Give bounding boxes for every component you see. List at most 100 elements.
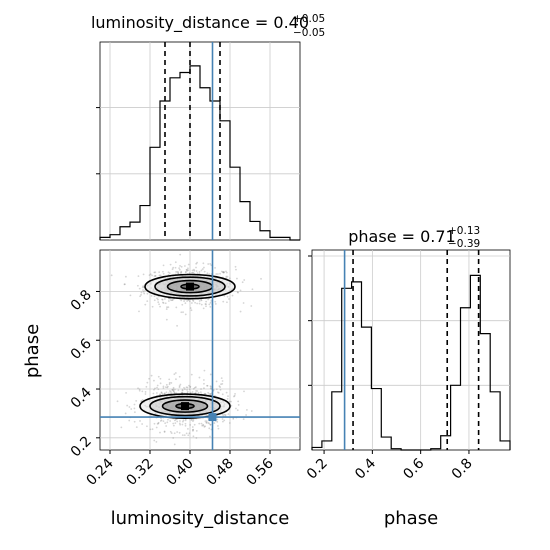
sample-point	[194, 386, 197, 388]
sample-point	[233, 394, 236, 397]
sample-point	[159, 274, 162, 277]
sample-point	[192, 429, 194, 431]
sample-point	[214, 300, 217, 303]
sample-point	[207, 421, 210, 424]
sample-point	[182, 311, 184, 314]
sample-point	[165, 383, 168, 386]
sample-point	[162, 387, 165, 389]
sample-point	[228, 277, 231, 280]
sample-point	[195, 262, 198, 265]
sample-point	[234, 265, 237, 268]
sample-point	[209, 301, 212, 304]
sample-point	[144, 393, 147, 395]
sample-point	[181, 434, 184, 437]
sample-point	[181, 389, 184, 392]
sample-point	[190, 272, 193, 274]
sample-point	[180, 311, 183, 314]
sample-point	[142, 273, 145, 276]
y-axis-label: phase	[22, 324, 43, 378]
sample-point	[192, 300, 195, 302]
sample-point	[245, 409, 248, 411]
sample-point	[207, 391, 210, 394]
sample-point	[126, 404, 129, 407]
sample-point	[186, 386, 189, 389]
sample-point	[190, 309, 193, 312]
sample-point	[172, 422, 175, 425]
sample-point	[164, 422, 167, 425]
sample-point	[177, 271, 180, 273]
sample-point	[232, 417, 235, 420]
sample-point	[141, 286, 144, 289]
sample-point	[183, 434, 186, 437]
sample-point	[125, 391, 127, 394]
sample-point	[153, 439, 156, 442]
sample-point	[196, 272, 199, 275]
sample-point	[166, 421, 169, 424]
sample-point	[185, 268, 188, 271]
sample-point	[146, 425, 148, 428]
sample-point	[183, 265, 186, 267]
sample-point	[133, 411, 136, 414]
title-minus: −0.05	[293, 27, 325, 39]
sample-point	[200, 388, 202, 390]
sample-point	[169, 430, 172, 433]
sample-point	[188, 272, 191, 275]
sample-point	[189, 391, 192, 394]
sample-point	[157, 422, 160, 425]
sample-point	[217, 427, 220, 430]
sample-point	[219, 386, 222, 388]
sample-point	[237, 400, 240, 403]
sample-point	[160, 391, 163, 394]
sample-point	[198, 302, 201, 305]
sample-point	[243, 390, 245, 393]
sample-point	[183, 386, 185, 389]
sample-point	[137, 275, 140, 278]
sample-point	[209, 387, 212, 390]
sample-point	[225, 270, 227, 273]
sample-point	[179, 383, 182, 386]
sample-point	[165, 391, 168, 394]
sample-point	[154, 275, 157, 277]
sample-point	[158, 274, 161, 277]
sample-point	[195, 270, 198, 272]
sample-point	[156, 386, 158, 389]
sample-point	[155, 440, 158, 443]
sample-point	[176, 420, 179, 423]
sample-point	[159, 431, 161, 434]
sample-point	[218, 385, 221, 388]
sample-point	[153, 299, 156, 302]
sample-point	[151, 428, 154, 431]
sample-point	[164, 386, 167, 389]
sample-point	[234, 392, 236, 395]
y-tick-label: 0.8	[68, 287, 95, 314]
sample-point	[226, 295, 229, 298]
sample-point	[158, 303, 160, 306]
sample-point	[178, 422, 181, 425]
sample-point	[187, 263, 190, 266]
panel-frame	[99, 41, 301, 241]
y-tick-label: 0.6	[68, 336, 95, 363]
sample-point	[180, 270, 183, 273]
sample-point	[184, 270, 187, 273]
sample-point	[215, 388, 218, 391]
sample-point	[166, 306, 168, 309]
x-axis-label-phase: phase	[384, 508, 438, 529]
sample-point	[167, 392, 170, 395]
sample-point	[172, 388, 175, 391]
sample-point	[190, 418, 193, 421]
sample-point	[133, 407, 136, 410]
sample-point	[139, 420, 141, 422]
sample-point	[142, 285, 145, 288]
sample-point	[124, 275, 127, 278]
sample-point	[120, 426, 123, 429]
sample-point	[180, 299, 183, 302]
sample-point	[208, 422, 211, 425]
sample-point	[204, 425, 207, 428]
sample-point	[189, 424, 192, 426]
sample-point	[165, 308, 168, 310]
sample-point	[169, 390, 172, 393]
sample-point	[196, 261, 198, 264]
sample-point	[242, 418, 245, 421]
sample-point	[214, 266, 216, 269]
sample-point	[203, 369, 206, 372]
